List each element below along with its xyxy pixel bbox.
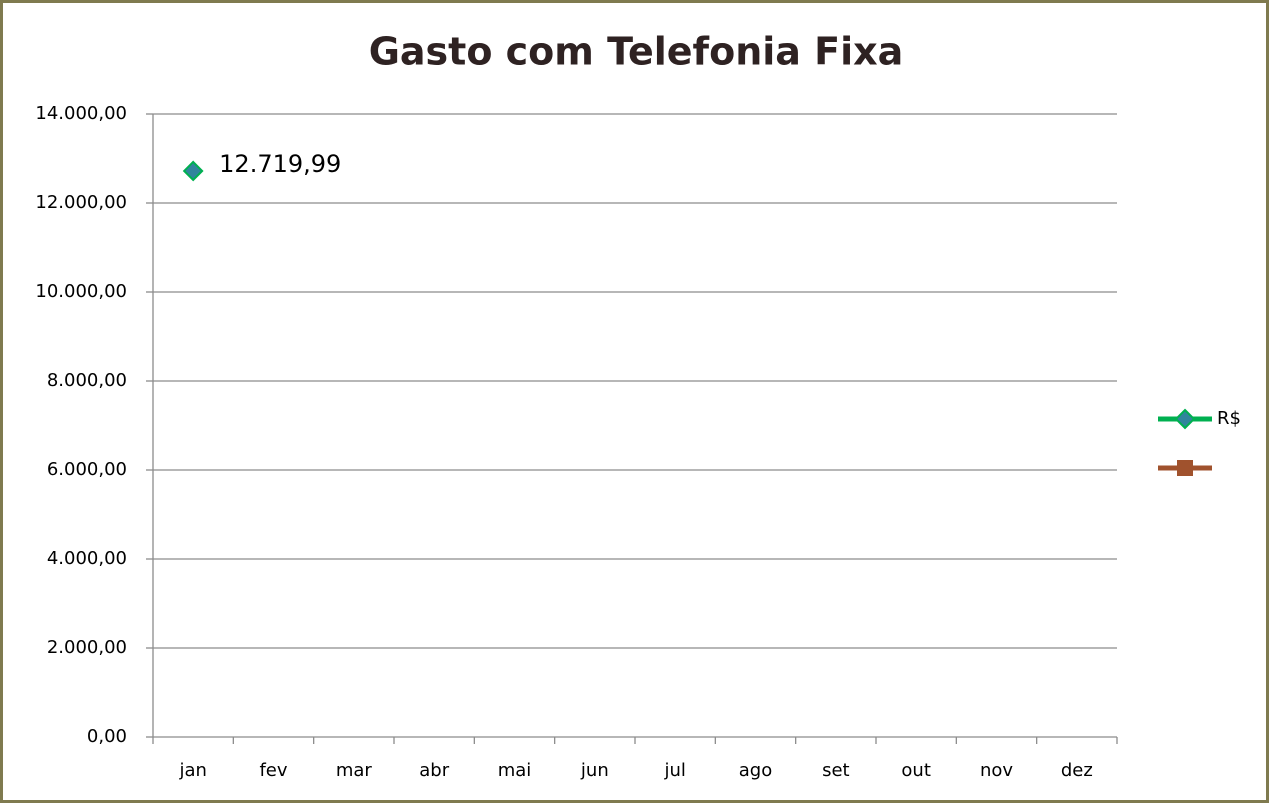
x-tick-label: abr — [419, 760, 449, 781]
x-tick-label: jun — [580, 760, 609, 781]
y-tick-label: 14.000,00 — [35, 103, 127, 124]
marker — [1177, 460, 1193, 476]
marker — [1174, 408, 1196, 430]
y-tick-label: 6.000,00 — [47, 459, 127, 480]
x-tick-label: jul — [663, 760, 685, 781]
x-tick-label: out — [901, 760, 930, 781]
x-tick-label: dez — [1061, 760, 1093, 781]
legend-label: R$ — [1217, 408, 1241, 429]
x-tick-label: nov — [980, 760, 1013, 781]
y-tick-label: 4.000,00 — [47, 548, 127, 569]
y-tick-label: 8.000,00 — [47, 370, 127, 391]
y-tick-label: 2.000,00 — [47, 637, 127, 658]
x-tick-label: ago — [739, 760, 772, 781]
marker — [182, 160, 204, 182]
data-label: 12.719,99 — [219, 150, 341, 178]
chart-title: Gasto com Telefonia Fixa — [369, 30, 904, 74]
x-tick-label: mai — [498, 760, 532, 781]
x-tick-label: fev — [259, 760, 287, 781]
x-tick-label: set — [822, 760, 850, 781]
x-tick-label: mar — [336, 760, 373, 781]
y-tick-label: 12.000,00 — [35, 192, 127, 213]
y-tick-label: 0,00 — [87, 726, 127, 747]
y-tick-label: 10.000,00 — [35, 281, 127, 302]
x-tick-label: jan — [178, 760, 206, 781]
